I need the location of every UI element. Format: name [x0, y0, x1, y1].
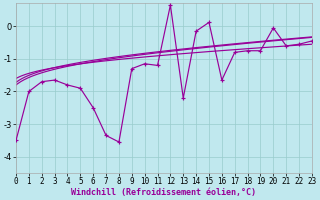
X-axis label: Windchill (Refroidissement éolien,°C): Windchill (Refroidissement éolien,°C) [71, 188, 256, 197]
